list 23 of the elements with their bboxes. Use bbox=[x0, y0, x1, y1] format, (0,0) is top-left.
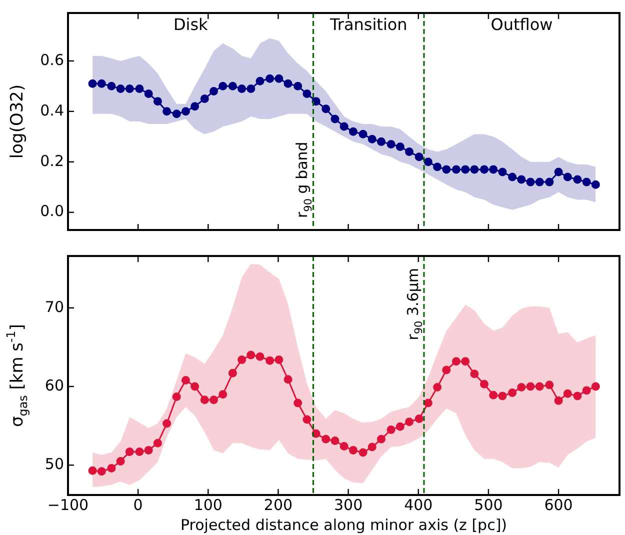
y-tick-label: 0.6 bbox=[40, 50, 64, 69]
y-tick-label: 50 bbox=[44, 455, 64, 474]
annotation: Transition bbox=[328, 15, 408, 34]
y-tick-label: 70 bbox=[44, 298, 64, 316]
y-tick-label: 60 bbox=[44, 376, 64, 394]
ref-line-label: r90 3.6μm bbox=[404, 268, 425, 340]
x-tick-label: 200 bbox=[264, 496, 293, 514]
x-tick-label: 400 bbox=[404, 496, 433, 514]
x-tick-label: 600 bbox=[544, 496, 573, 514]
annotation: Disk bbox=[173, 15, 209, 34]
x-axis-title: Projected distance along minor axis (z [pc]) bbox=[180, 516, 508, 534]
annotation: Outflow bbox=[490, 15, 553, 34]
y-tick-label: 0.2 bbox=[40, 152, 64, 170]
y-axis-title: log(O32) bbox=[7, 84, 28, 159]
x-tick-label: 300 bbox=[334, 496, 363, 514]
x-tick-label: 500 bbox=[474, 496, 503, 514]
x-tick-label: −100 bbox=[47, 496, 89, 514]
y-axis-title: σgas [km s-1] bbox=[4, 324, 30, 427]
x-tick-label: 0 bbox=[133, 496, 143, 514]
x-tick-label: 100 bbox=[194, 496, 222, 514]
y-tick-label: 0.0 bbox=[40, 202, 64, 220]
y-tick-label: 0.4 bbox=[40, 101, 64, 120]
ref-line-label: r90 g band bbox=[293, 142, 314, 218]
